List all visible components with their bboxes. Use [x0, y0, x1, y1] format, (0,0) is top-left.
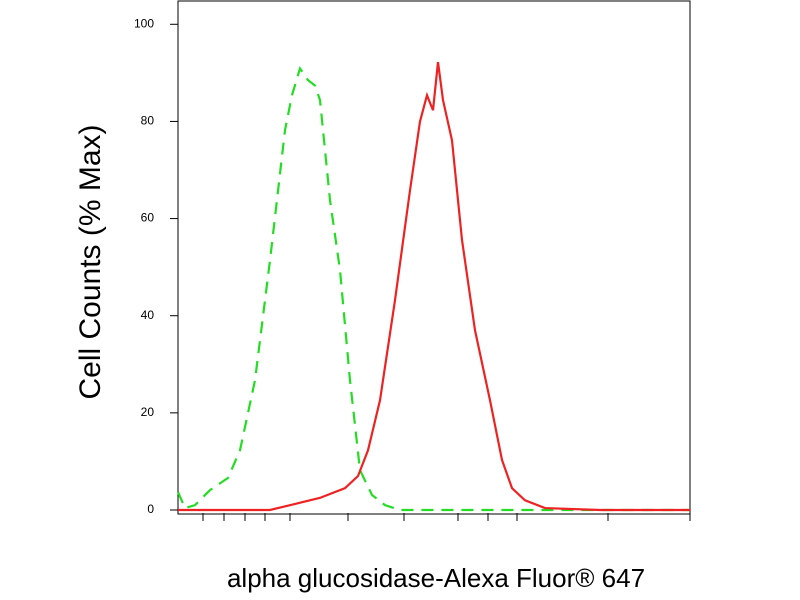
y-tick-label: 100 [134, 16, 154, 30]
y-axis-label: Cell Counts (% Max) [74, 124, 107, 399]
y-tick-label: 80 [141, 114, 155, 128]
plot-frame [177, 0, 691, 515]
x-axis-label: alpha glucosidase-Alexa Fluor® 647 [227, 563, 645, 593]
histogram-line [176, 65, 690, 512]
y-tick-label: 40 [141, 308, 155, 322]
histogram-line [178, 62, 690, 512]
y-tick-label: 0 [147, 502, 154, 516]
y-tick-label: 20 [141, 405, 155, 419]
y-tick-label: 60 [141, 211, 155, 225]
